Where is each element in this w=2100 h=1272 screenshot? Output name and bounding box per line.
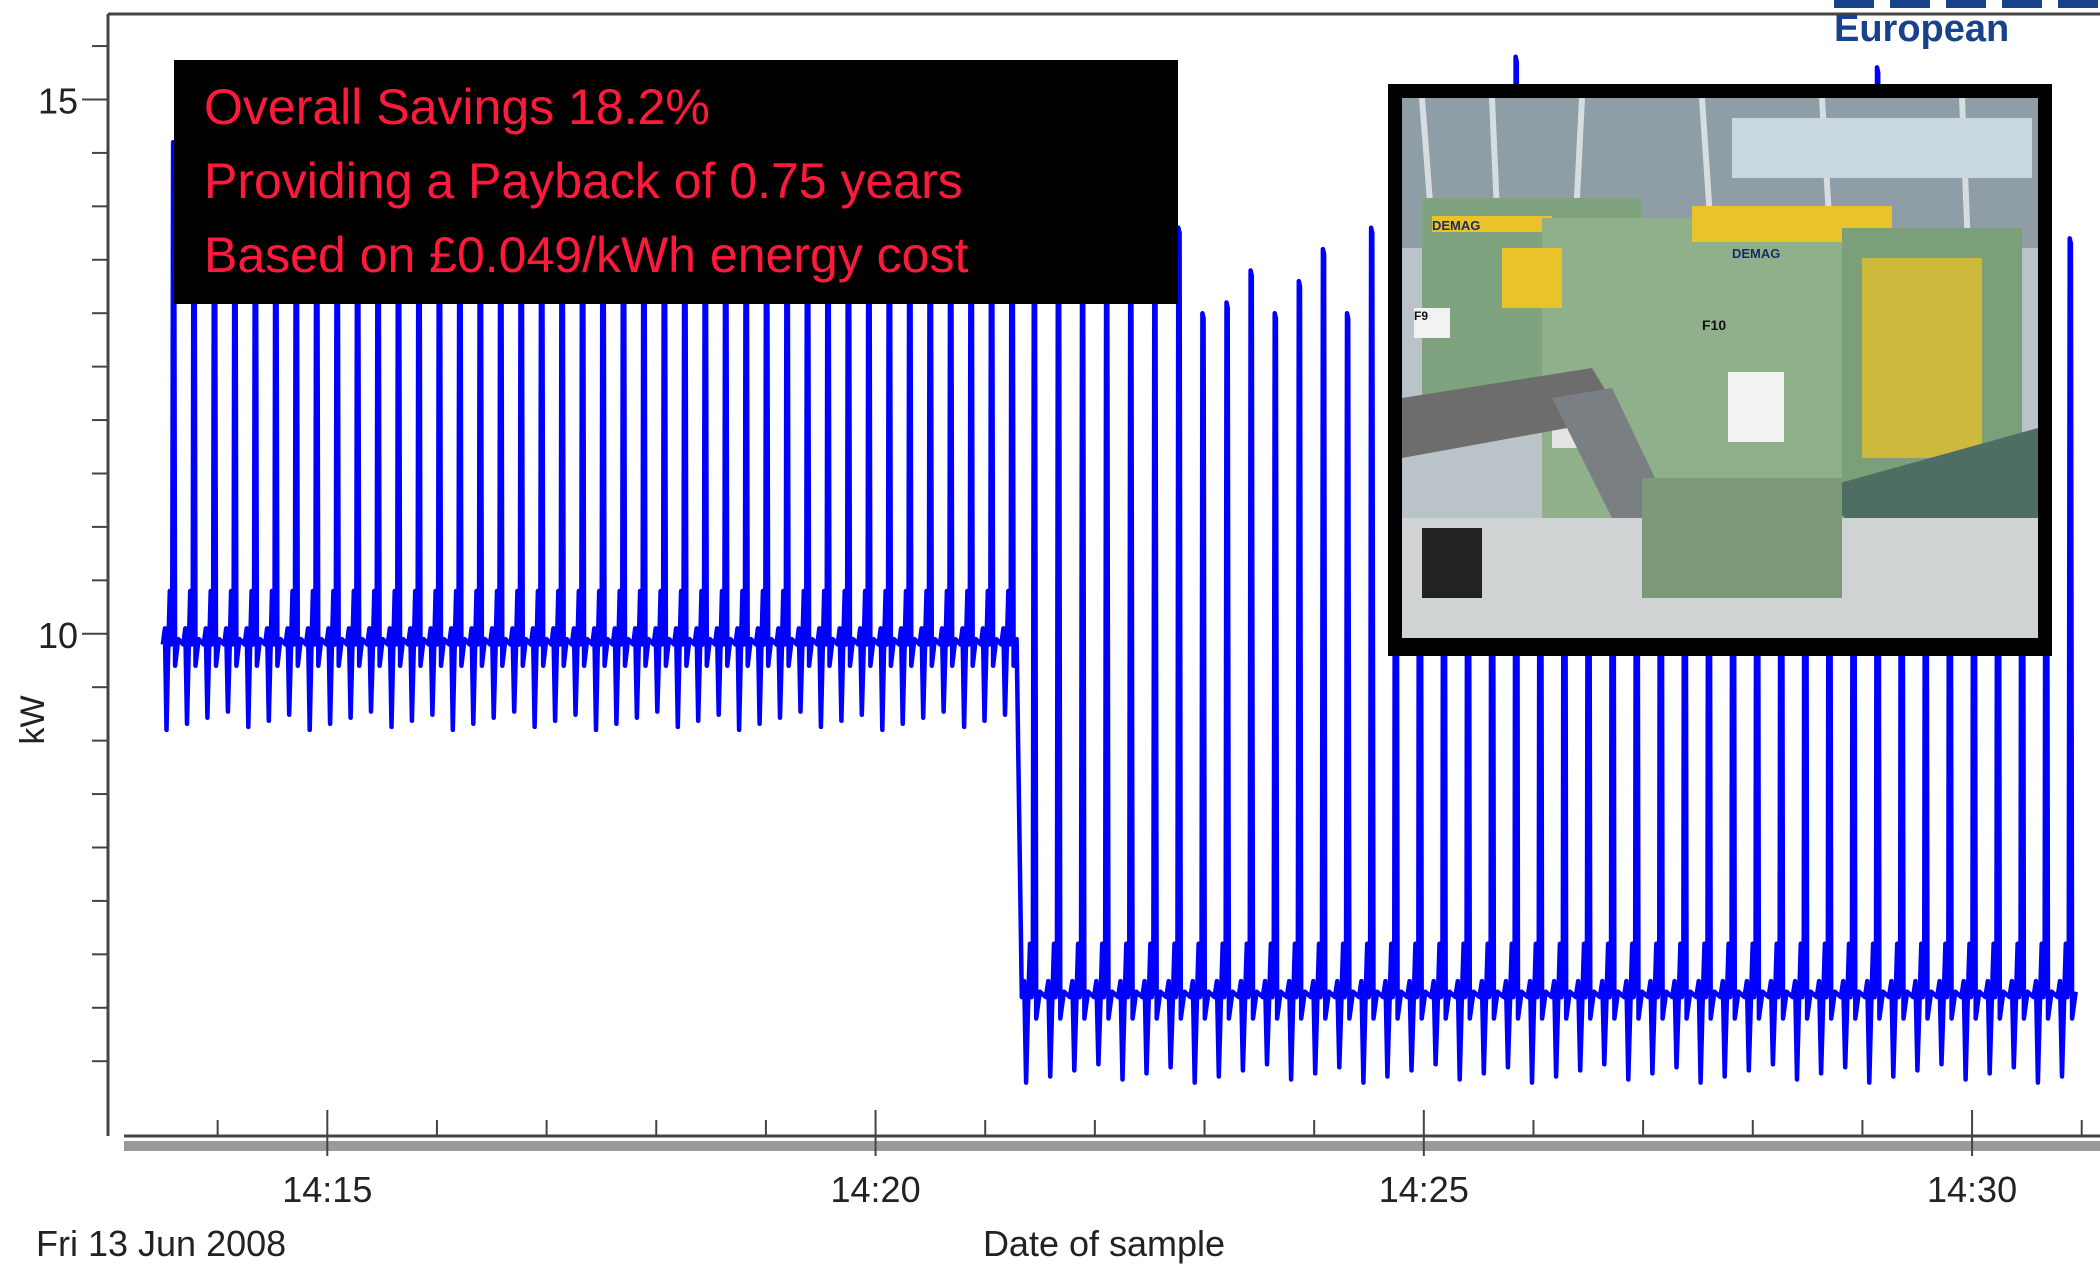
date-label: Fri 13 Jun 2008 — [36, 1223, 286, 1264]
x-tick-label: 14:15 — [282, 1169, 372, 1210]
x-ticks: 14:15 14:20 14:25 14:30 — [107, 1110, 2083, 1210]
logo-bars — [1834, 0, 2100, 8]
x-axis-label: Date of sample — [983, 1223, 1225, 1264]
photo-label-demag-right: DEMAG — [1732, 246, 1780, 261]
y-axis-label: kW — [14, 695, 52, 744]
y-tick-label: 15 — [38, 80, 78, 121]
photo-label-demag-left: DEMAG — [1432, 218, 1480, 233]
x-tick-label: 14:20 — [831, 1169, 921, 1210]
logo-text: European — [1834, 8, 2010, 50]
overall-savings-text: Overall Savings 18.2% — [204, 79, 710, 135]
savings-callout: Overall Savings 18.2% Providing a Paybac… — [174, 60, 1178, 304]
y-ticks: 10 15 — [38, 45, 108, 1063]
injection-moulding-machine-photo: DEMAG DEMAG F9 F10 — [1402, 98, 2038, 638]
photo-label-f10: F10 — [1702, 317, 1726, 333]
y-tick-label: 10 — [38, 615, 78, 656]
x-tick-label: 14:25 — [1379, 1169, 1469, 1210]
payback-text: Providing a Payback of 0.75 years — [204, 153, 963, 209]
photo-label-f9: F9 — [1414, 309, 1428, 323]
x-tick-label: 14:30 — [1927, 1169, 2017, 1210]
energy-cost-text: Based on £0.049/kWh energy cost — [204, 227, 969, 283]
machine-photo-frame: DEMAG DEMAG F9 F10 — [1388, 84, 2052, 656]
